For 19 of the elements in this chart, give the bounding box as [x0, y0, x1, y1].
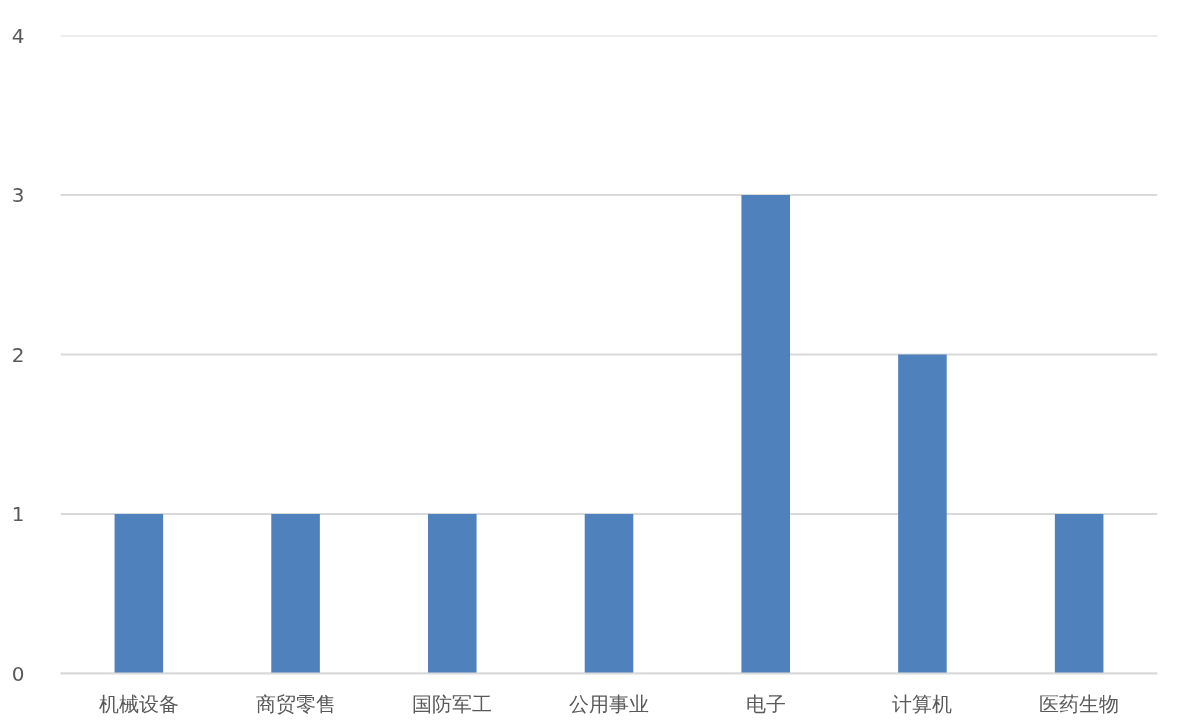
bar — [427, 514, 477, 674]
bar — [114, 514, 164, 674]
y-tick-label: 3 — [11, 183, 25, 207]
bar — [741, 195, 791, 674]
bar — [271, 514, 320, 674]
x-tick-label: 商贸零售 — [255, 691, 336, 716]
bar — [898, 354, 947, 674]
x-tick-label: 电子 — [745, 691, 786, 716]
x-tick-label: 公用事业 — [569, 691, 649, 716]
bar — [584, 514, 634, 674]
y-tick-label: 4 — [11, 23, 25, 48]
x-tick-label: 医药生物 — [1039, 691, 1120, 716]
x-tick-label: 机械设备 — [98, 691, 179, 716]
y-tick-label: 2 — [11, 342, 25, 367]
x-tick-label: 计算机 — [892, 691, 953, 716]
bar — [1054, 514, 1104, 674]
y-tick-label: 1 — [11, 502, 25, 526]
y-tick-label: 0 — [11, 661, 25, 686]
x-tick-label: 国防军工 — [412, 691, 493, 716]
